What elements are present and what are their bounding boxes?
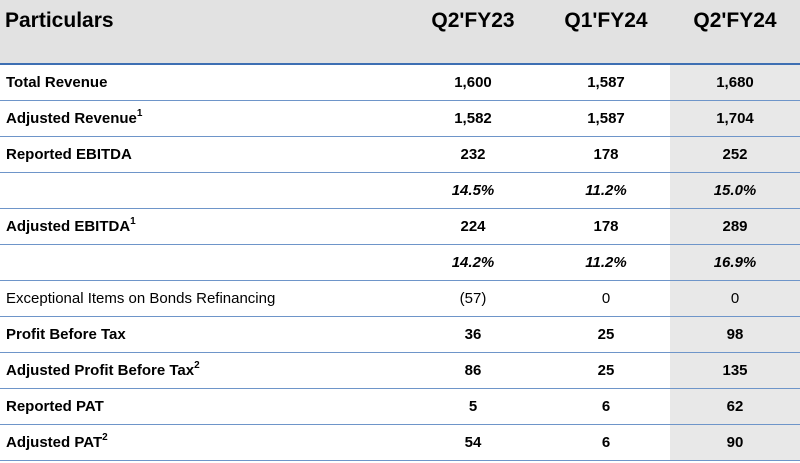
table-row: Adjusted Profit Before Tax2 86 25 135: [0, 352, 800, 388]
row-value: 90: [670, 424, 800, 460]
footnote-marker: 2: [194, 359, 200, 371]
row-label-text: Reported EBITDA: [6, 145, 132, 163]
row-value: 14.5%: [451, 181, 495, 199]
row-value: 25: [597, 325, 615, 343]
row-value: 252: [670, 136, 800, 172]
row-value: (57): [459, 289, 487, 307]
footnote-marker: 2: [102, 431, 108, 443]
row-label-text: Profit Before Tax: [6, 325, 126, 343]
row-label-text: Adjusted EBITDA: [6, 217, 131, 235]
row-value: 6: [601, 397, 611, 415]
row-value: 1,587: [587, 109, 625, 127]
row-value: 98: [670, 316, 800, 352]
header-period-q1fy24: Q1'FY24: [564, 9, 648, 32]
row-value: 1,587: [587, 73, 625, 91]
table-row: 14.5% 11.2% 15.0%: [0, 172, 800, 208]
row-label-text: Exceptional Items on Bonds Refinancing: [6, 289, 276, 307]
table-row: Reported PAT 5 6 62: [0, 388, 800, 424]
row-label: Adjusted Profit Before Tax2: [0, 352, 404, 388]
row-label: Adjusted EBITDA1: [0, 208, 404, 244]
table-header-row: Particulars Q2'FY23 Q1'FY24 Q2'FY24: [0, 0, 800, 64]
row-value: 178: [593, 217, 619, 235]
row-value: 11.2%: [585, 181, 627, 199]
row-label-text: Adjusted Profit Before Tax: [6, 361, 195, 379]
header-period-q2fy23: Q2'FY23: [431, 9, 515, 32]
table-row: Adjusted PAT2 54 6 90: [0, 424, 800, 460]
row-value: 15.0%: [670, 172, 800, 208]
header-period-q2fy24: Q2'FY24: [693, 9, 777, 32]
row-label: Total Revenue: [0, 64, 404, 100]
row-value: 232: [460, 145, 486, 163]
row-value: 16.9%: [670, 244, 800, 280]
table-row: 14.2% 11.2% 16.9%: [0, 244, 800, 280]
row-value: 25: [597, 361, 615, 379]
footnote-marker: 1: [130, 215, 136, 227]
row-value: 178: [593, 145, 619, 163]
table-row: Adjusted Revenue1 1,582 1,587 1,704: [0, 100, 800, 136]
table-row: Exceptional Items on Bonds Refinancing (5…: [0, 280, 800, 316]
row-label: Reported EBITDA: [0, 136, 404, 172]
row-label: Adjusted PAT2: [0, 424, 404, 460]
row-value: 1,600: [454, 73, 492, 91]
row-value: 1,582: [454, 109, 492, 127]
row-value: 0: [670, 280, 800, 316]
row-value: 36: [464, 325, 482, 343]
row-value: 1,680: [670, 64, 800, 100]
row-value: 224: [460, 217, 486, 235]
row-value: 54: [464, 433, 482, 451]
table-row: Reported EBITDA 232 178 252: [0, 136, 800, 172]
row-label: [0, 172, 404, 208]
row-value: 5: [468, 397, 478, 415]
row-value: 11.2%: [585, 253, 627, 271]
row-label: Exceptional Items on Bonds Refinancing: [0, 280, 404, 316]
row-label: Adjusted Revenue1: [0, 100, 404, 136]
row-label: Profit Before Tax: [0, 316, 404, 352]
row-value: 0: [601, 289, 611, 307]
footnote-marker: 1: [136, 107, 143, 119]
header-particulars: Particulars: [5, 9, 114, 32]
table-row: Total Revenue 1,600 1,587 1,680: [0, 64, 800, 100]
row-value: 135: [670, 352, 800, 388]
row-label-text: Adjusted Revenue: [6, 109, 137, 127]
row-value: 6: [601, 433, 611, 451]
row-label: Reported PAT: [0, 388, 404, 424]
row-label-text: Reported PAT: [6, 397, 104, 415]
row-value: 86: [464, 361, 482, 379]
row-label: [0, 244, 404, 280]
row-label-text: Total Revenue: [6, 73, 108, 91]
row-value: 289: [670, 208, 800, 244]
table-body: Total Revenue 1,600 1,587 1,680 Adjusted Rev…: [0, 64, 800, 460]
table-row: Adjusted EBITDA1 224 178 289: [0, 208, 800, 244]
row-value: 14.2%: [451, 253, 495, 271]
table-row: Profit Before Tax 36 25 98: [0, 316, 800, 352]
row-value: 62: [670, 388, 800, 424]
row-label-text: Adjusted PAT: [6, 433, 103, 451]
row-value: 1,704: [670, 100, 800, 136]
